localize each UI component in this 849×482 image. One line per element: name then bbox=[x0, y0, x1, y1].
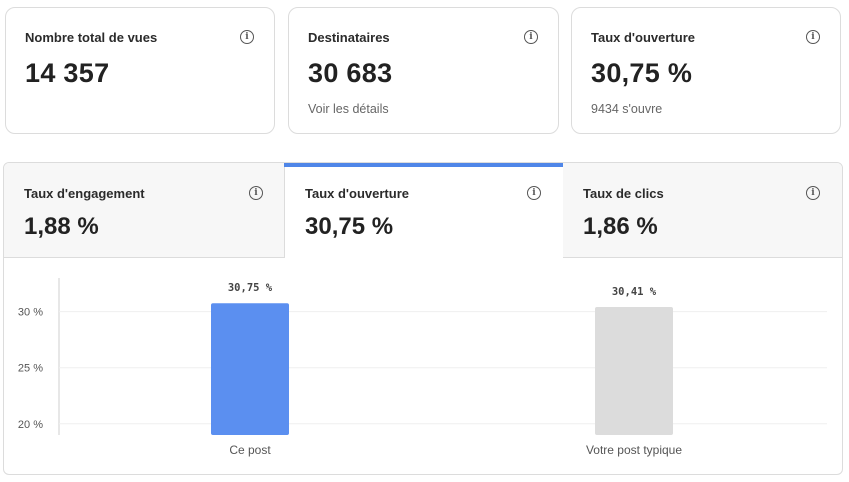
stat-card-open-rate: Taux d'ouverture i 30,75 % 9434 s'ouvre bbox=[571, 7, 841, 134]
info-icon[interactable]: i bbox=[806, 30, 820, 44]
category-label: Ce post bbox=[229, 443, 271, 457]
bar-data-label: 30,75 % bbox=[228, 282, 273, 294]
metrics-panel: Taux d'engagement i 1,88 % Taux d'ouvert… bbox=[3, 162, 843, 475]
stat-value: 14 357 bbox=[25, 58, 110, 88]
tab-engagement-rate[interactable]: Taux d'engagement i 1,88 % bbox=[4, 163, 285, 258]
tab-value: 30,75 % bbox=[305, 213, 394, 240]
category-label: Votre post typique bbox=[586, 443, 682, 457]
tab-value: 1,88 % bbox=[24, 213, 99, 240]
stat-label: Nombre total de vues bbox=[25, 30, 158, 45]
y-tick-label: 30 % bbox=[18, 307, 43, 319]
stat-card-total-views: Nombre total de vues i 14 357 bbox=[5, 7, 275, 134]
y-tick-label: 20 % bbox=[18, 419, 43, 431]
tab-label: Taux d'ouverture bbox=[305, 186, 409, 201]
stat-value: 30,75 % bbox=[591, 58, 693, 88]
info-icon[interactable]: i bbox=[524, 30, 538, 44]
tab-open-rate[interactable]: Taux d'ouverture i 30,75 % bbox=[284, 163, 564, 258]
view-details-link[interactable]: Voir les détails bbox=[308, 102, 389, 116]
stat-value: 30 683 bbox=[308, 58, 393, 88]
bar bbox=[211, 303, 289, 435]
tab-label: Taux de clics bbox=[583, 186, 664, 201]
stat-label: Destinataires bbox=[308, 30, 390, 45]
info-icon[interactable]: i bbox=[249, 186, 263, 200]
tab-label: Taux d'engagement bbox=[24, 186, 145, 201]
bar-chart: 30 % 25 % 20 % 30,75 % Ce post 30,41 % Votre p… bbox=[4, 258, 842, 474]
y-tick-label: 25 % bbox=[18, 363, 43, 375]
chart-svg: 30 % 25 % 20 % 30,75 % Ce post 30,41 % Votre p… bbox=[18, 278, 827, 457]
bar bbox=[595, 307, 673, 435]
info-icon[interactable]: i bbox=[240, 30, 254, 44]
tab-value: 1,86 % bbox=[583, 213, 658, 240]
stat-label: Taux d'ouverture bbox=[591, 30, 695, 45]
stat-card-recipients: Destinataires i 30 683 Voir les détails bbox=[288, 7, 559, 134]
tab-click-rate[interactable]: Taux de clics i 1,86 % bbox=[563, 163, 842, 258]
opens-count: 9434 s'ouvre bbox=[591, 102, 663, 116]
bar-data-label: 30,41 % bbox=[612, 286, 657, 298]
info-icon[interactable]: i bbox=[527, 186, 541, 200]
info-icon[interactable]: i bbox=[806, 186, 820, 200]
